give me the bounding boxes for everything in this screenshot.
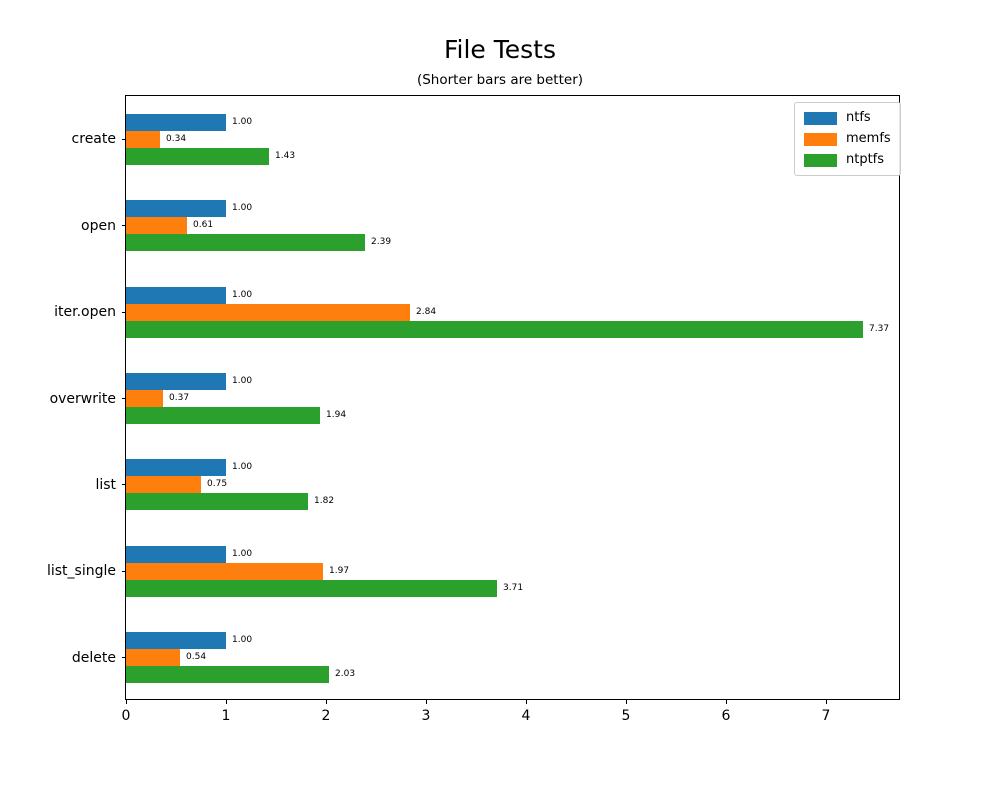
legend-swatch-ntfs <box>804 111 837 125</box>
plot-area: ntfs memfs ntptfs create 1.00 0.34 1.43 open 1.… <box>47 95 901 724</box>
x-axis-tick <box>725 700 727 704</box>
bar-value-label: 1.00 <box>232 635 253 646</box>
bar-ntfs <box>126 286 226 304</box>
bar-value-label: 1.00 <box>232 548 253 559</box>
x-tick-label-5: 5 <box>621 708 631 724</box>
x-tick-label-0: 0 <box>121 708 131 724</box>
bar-value-label: 1.43 <box>275 150 296 161</box>
bar-ntptfs <box>126 493 308 511</box>
bar-value-label: 2.03 <box>335 669 356 680</box>
chart-title: File Tests <box>443 35 557 64</box>
bar-memfs <box>126 476 201 494</box>
y-tick-label-create: create <box>71 131 116 148</box>
x-tick-label-2: 2 <box>321 708 331 724</box>
x-axis-tick <box>325 700 327 704</box>
bar-value-label: 1.00 <box>232 462 253 473</box>
bar-ntfs <box>126 545 226 563</box>
bar-value-label: 3.71 <box>503 582 524 593</box>
x-axis-tick <box>125 700 127 704</box>
bar-memfs <box>126 562 323 580</box>
bar-value-label: 0.54 <box>186 652 207 663</box>
y-tick-label-iter-open: iter.open <box>54 304 116 321</box>
legend-item-memfs: memfs <box>804 131 891 147</box>
bar-ntptfs <box>126 147 269 165</box>
y-axis-tick <box>122 311 126 313</box>
bar-value-label: 1.00 <box>232 376 253 386</box>
y-tick-label-list-single: list_single <box>46 563 116 580</box>
bar-ntfs <box>126 459 226 477</box>
bar-value-label: 1.94 <box>326 410 347 420</box>
bar-value-label: 0.61 <box>193 220 214 231</box>
bar-value-label: 1.00 <box>232 203 253 214</box>
bar-memfs <box>126 217 187 235</box>
x-axis-tick <box>825 700 827 704</box>
x-axis-tick <box>525 700 527 704</box>
y-tick-label-open: open <box>81 217 116 234</box>
y-axis-tick <box>122 225 126 227</box>
x-tick-label-1: 1 <box>221 708 231 724</box>
bar-value-label: 2.84 <box>416 306 437 317</box>
bar-value-label: 1.00 <box>232 116 253 127</box>
x-tick-label-4: 4 <box>521 708 531 724</box>
chart-subtitle: (Shorter bars are better) <box>416 72 584 88</box>
y-axis-tick <box>122 398 126 399</box>
legend-label-ntptfs: ntptfs <box>846 152 885 167</box>
legend-swatch-memfs <box>804 132 837 146</box>
bar-memfs <box>126 649 180 667</box>
y-tick-label-overwrite: overwrite <box>49 390 116 407</box>
y-axis-tick <box>122 657 126 659</box>
x-axis-tick <box>625 700 627 704</box>
bar-memfs <box>126 130 160 148</box>
x-axis-tick <box>425 700 427 704</box>
bar-memfs <box>126 303 410 321</box>
bar-ntptfs <box>126 234 365 252</box>
bar-ntfs <box>126 200 226 218</box>
bar-ntptfs <box>126 666 329 684</box>
legend-item-ntptfs: ntptfs <box>804 152 891 168</box>
bar-value-label: 7.37 <box>869 323 890 334</box>
bar-memfs <box>126 390 163 407</box>
y-axis-tick <box>122 484 126 486</box>
y-tick-label-delete: delete <box>71 649 116 666</box>
bar-value-label: 0.37 <box>169 393 190 403</box>
bar-ntptfs <box>126 320 863 338</box>
legend-swatch-ntptfs <box>804 153 837 167</box>
y-axis-tick <box>122 570 126 572</box>
bar-ntfs <box>126 632 226 650</box>
bar-ntptfs <box>126 579 497 597</box>
x-tick-label-7: 7 <box>821 708 831 724</box>
x-axis-tick <box>225 700 227 704</box>
x-tick-label-6: 6 <box>721 708 731 724</box>
legend-item-ntfs: ntfs <box>804 110 891 126</box>
bar-value-label: 1.82 <box>314 496 335 507</box>
bar-ntptfs <box>126 407 320 424</box>
y-tick-label-list: list <box>95 476 116 493</box>
legend-label-ntfs: ntfs <box>846 110 871 125</box>
y-axis-tick <box>122 138 126 140</box>
legend: ntfs memfs ntptfs <box>794 102 901 176</box>
bar-value-label: 1.97 <box>329 565 350 576</box>
bar-value-label: 2.39 <box>371 237 392 248</box>
bar-value-label: 1.00 <box>232 289 253 300</box>
x-tick-label-3: 3 <box>421 708 431 724</box>
bar-ntfs <box>126 373 226 390</box>
bar-value-label: 0.75 <box>207 479 228 490</box>
bar-ntfs <box>126 113 226 131</box>
legend-label-memfs: memfs <box>846 131 891 146</box>
bar-value-label: 0.34 <box>166 133 187 144</box>
